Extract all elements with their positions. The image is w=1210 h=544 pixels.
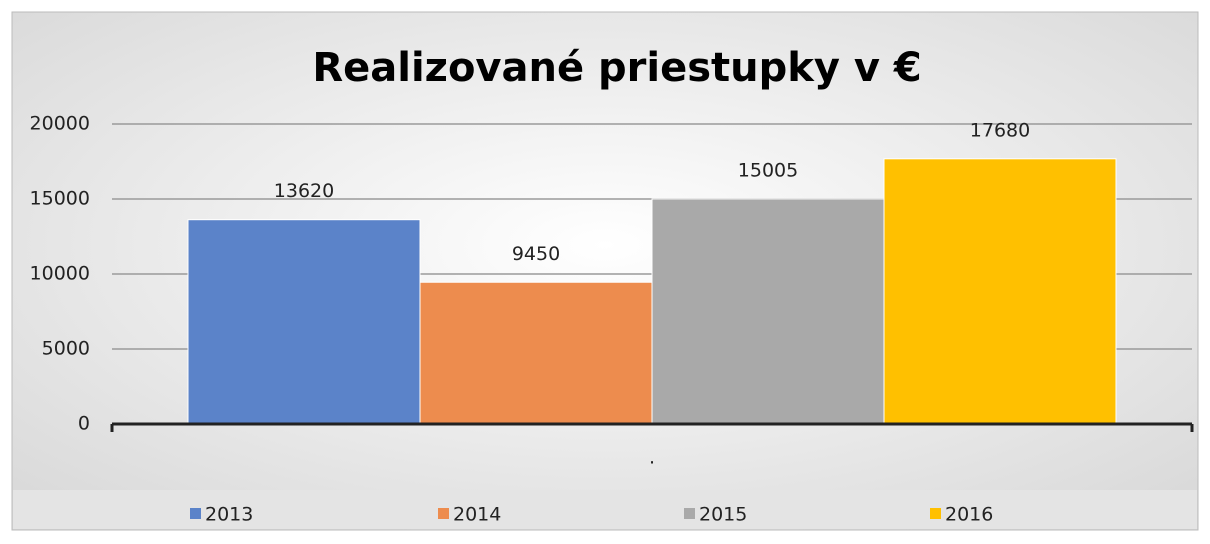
legend-swatch (438, 508, 449, 519)
bar (187, 219, 421, 425)
x-tick-label: . (649, 447, 655, 469)
chart-title: Realizované priestupky v € (312, 45, 921, 91)
y-tick-label: 20000 (30, 113, 90, 135)
legend-band (13, 490, 1197, 529)
data-label: 17680 (970, 119, 1030, 141)
legend-swatch (684, 508, 695, 519)
legend-label: 2014 (453, 504, 501, 526)
legend-swatch (190, 508, 201, 519)
data-label: 15005 (738, 159, 798, 181)
legend-label: 2016 (945, 504, 993, 526)
bar (883, 158, 1117, 425)
y-tick-label: 0 (78, 413, 90, 435)
y-tick-label: 5000 (42, 338, 90, 360)
bar (419, 281, 653, 425)
legend-label: 2015 (699, 504, 747, 526)
data-label: 13620 (274, 180, 334, 202)
legend-swatch (930, 508, 941, 519)
data-label: 9450 (512, 243, 560, 265)
y-tick-label: 15000 (30, 188, 90, 210)
bar (651, 198, 885, 425)
y-tick-label: 10000 (30, 263, 90, 285)
legend-label: 2013 (205, 504, 253, 526)
